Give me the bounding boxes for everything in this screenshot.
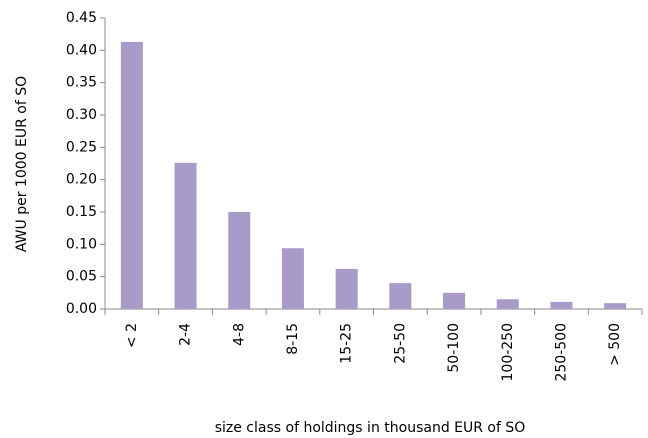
y-tick-label: 0.45 <box>66 10 97 26</box>
bar <box>389 283 412 309</box>
y-tick-label: 0.00 <box>66 301 97 317</box>
bar <box>443 292 466 309</box>
x-tick-label: 8-15 <box>285 323 301 355</box>
x-tick-label: 2-4 <box>178 323 194 346</box>
bar <box>120 41 143 309</box>
x-tick-label: 250-500 <box>553 323 569 382</box>
y-axis-title: AWU per 1000 EUR of SO <box>14 76 30 252</box>
bar <box>550 301 573 309</box>
bar <box>174 162 197 309</box>
bar <box>496 299 519 309</box>
x-tick-label: 4-8 <box>231 323 247 346</box>
y-tick-label: 0.35 <box>66 75 97 91</box>
y-tick-label: 0.05 <box>66 269 97 285</box>
bar <box>281 248 304 309</box>
x-tick-label: < 2 <box>124 323 140 348</box>
y-tick-label: 0.30 <box>66 107 97 123</box>
bar <box>604 303 627 309</box>
x-axis-title: size class of holdings in thousand EUR o… <box>215 420 526 436</box>
x-tick-label: 100-250 <box>500 323 516 382</box>
x-tick-label: 15-25 <box>339 323 355 364</box>
bar <box>228 212 251 309</box>
y-tick-label: 0.20 <box>66 172 97 188</box>
y-tick-label: 0.15 <box>66 204 97 220</box>
y-tick-label: 0.40 <box>66 42 97 58</box>
bar <box>335 268 358 309</box>
x-tick-label: > 500 <box>607 323 623 366</box>
x-tick-label: 50-100 <box>446 323 462 373</box>
x-tick-label: 25-50 <box>392 323 408 364</box>
y-tick-label: 0.10 <box>66 236 97 252</box>
y-tick-label: 0.25 <box>66 139 97 155</box>
